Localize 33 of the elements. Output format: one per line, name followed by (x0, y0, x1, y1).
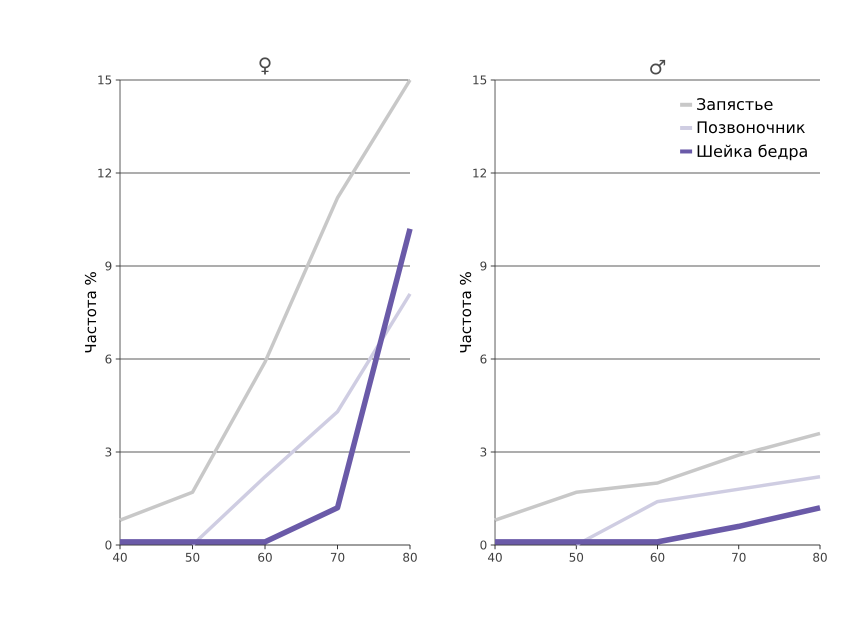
y-tick-label: 3 (106, 447, 112, 457)
line-series (574, 475, 822, 547)
x-tick-label: 80 (403, 552, 417, 562)
chart-title: ♀ (259, 57, 271, 74)
line-series (493, 432, 822, 522)
y-tick-label: 3 (480, 447, 486, 457)
y-tick-label: 12 (473, 168, 486, 178)
y-tick-label: 12 (98, 168, 112, 178)
y-tick-label: 15 (98, 76, 112, 84)
chart-title: ♂ (650, 60, 666, 74)
y-tick-label: 15 (473, 76, 486, 84)
y-tick-label: 9 (105, 261, 112, 271)
line-series (190, 292, 412, 547)
legend-label: Запястье (697, 98, 773, 110)
y-axis-title: Частота % (84, 272, 96, 352)
x-tick-label: 40 (488, 552, 502, 562)
y-tick-label: 6 (105, 354, 112, 364)
line-series (118, 78, 412, 522)
x-tick-label: 70 (330, 552, 344, 562)
legend-label: Позвоночник (698, 121, 805, 134)
x-tick-label: 60 (258, 552, 272, 562)
x-tick-label: 60 (650, 552, 664, 562)
y-tick-label: 9 (480, 261, 486, 271)
x-tick-label: 50 (570, 552, 584, 562)
x-tick-label: 50 (186, 552, 200, 562)
x-tick-label: 40 (112, 552, 127, 562)
x-tick-label: 80 (813, 552, 827, 562)
x-tick-label: 70 (732, 552, 746, 562)
y-axis-title: Частота % (460, 272, 472, 352)
y-tick-label: 0 (480, 540, 486, 550)
legend-label: Шейка бедра (698, 144, 807, 160)
y-tick-label: 6 (480, 354, 486, 364)
y-tick-label: 0 (105, 540, 112, 550)
